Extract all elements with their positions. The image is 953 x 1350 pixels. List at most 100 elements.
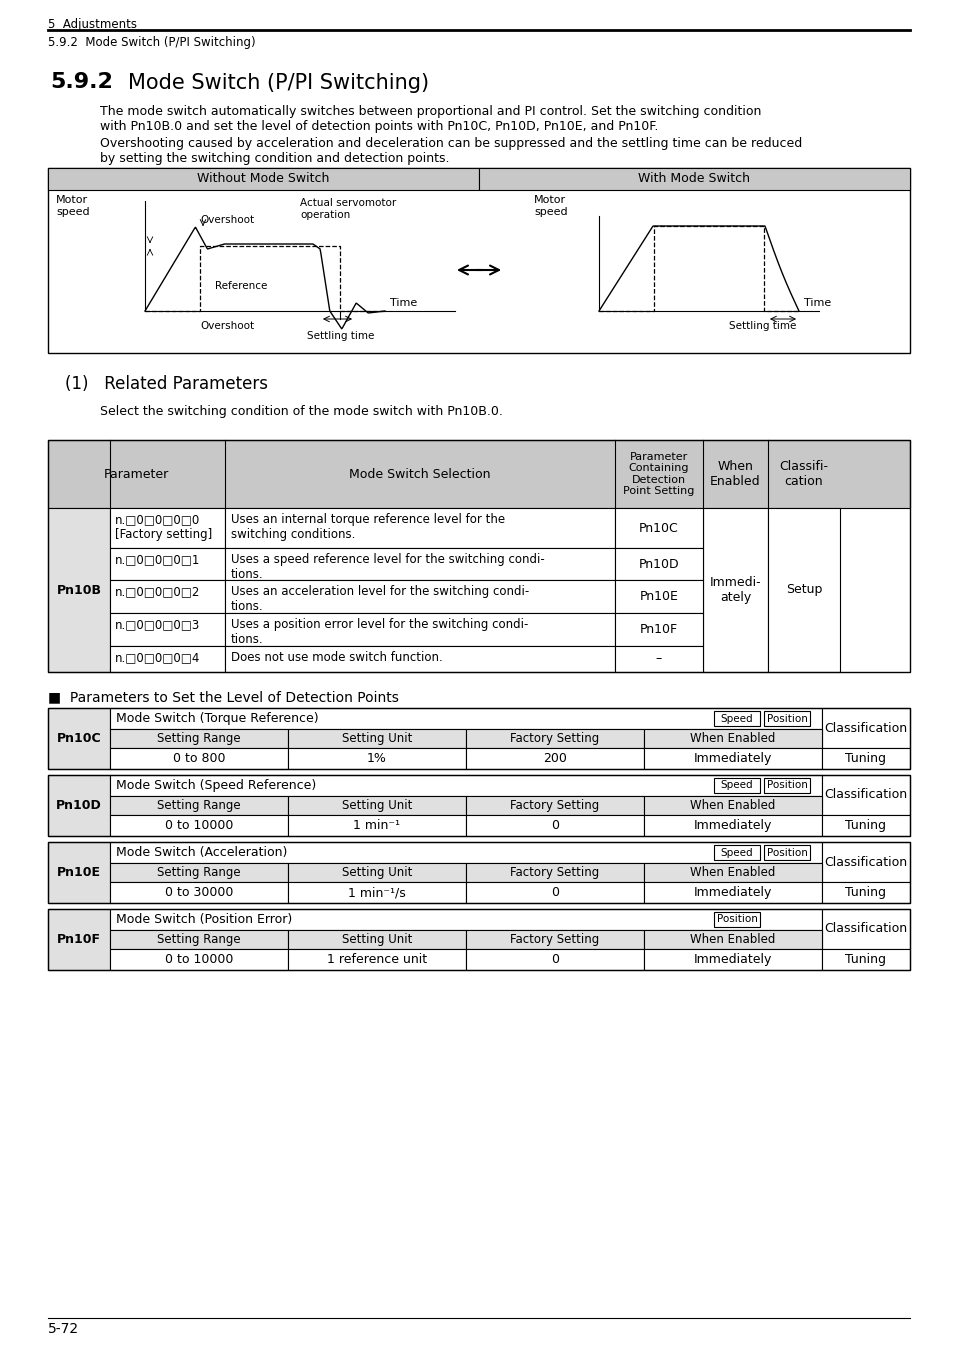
Text: Speed: Speed — [720, 714, 753, 724]
Text: Time: Time — [803, 298, 830, 308]
Bar — [821, 775, 909, 815]
Bar — [763, 778, 809, 792]
Bar — [288, 815, 465, 836]
Bar — [288, 863, 465, 882]
Bar — [821, 707, 909, 748]
Text: 1%: 1% — [367, 752, 387, 765]
Text: Immediately: Immediately — [693, 886, 771, 899]
Text: Reference: Reference — [214, 281, 267, 292]
Text: With Mode Switch: With Mode Switch — [638, 173, 749, 185]
Bar — [763, 711, 809, 726]
Bar — [465, 949, 643, 971]
Bar — [821, 909, 909, 949]
Text: Mode Switch (Acceleration): Mode Switch (Acceleration) — [116, 846, 287, 859]
Text: Position: Position — [766, 848, 806, 857]
Text: n.□0□0□0□0
[Factory setting]: n.□0□0□0□0 [Factory setting] — [115, 513, 212, 541]
Text: Setting Unit: Setting Unit — [341, 865, 412, 879]
Bar — [110, 796, 288, 815]
Bar — [465, 882, 643, 903]
Bar — [821, 882, 909, 903]
Bar — [615, 548, 702, 580]
Text: Actual servomotor
operation: Actual servomotor operation — [299, 198, 395, 220]
Text: 0 to 30000: 0 to 30000 — [165, 886, 233, 899]
Bar — [713, 913, 760, 927]
Text: Pn10E: Pn10E — [57, 865, 101, 879]
Bar — [110, 909, 821, 930]
Text: 5.9.2  Mode Switch (P/PI Switching): 5.9.2 Mode Switch (P/PI Switching) — [48, 36, 255, 49]
Text: Immediately: Immediately — [693, 953, 771, 967]
Text: 5  Adjustments: 5 Adjustments — [48, 18, 137, 31]
Text: Classification: Classification — [823, 788, 906, 802]
Bar — [478, 167, 909, 190]
Text: Setting Range: Setting Range — [157, 865, 240, 879]
Text: 0 to 10000: 0 to 10000 — [165, 819, 233, 832]
Bar — [110, 882, 288, 903]
Text: Pn10F: Pn10F — [57, 933, 101, 946]
Bar — [643, 729, 821, 748]
Text: 5-72: 5-72 — [48, 1322, 79, 1336]
Bar — [225, 613, 615, 647]
Text: Factory Setting: Factory Setting — [510, 732, 599, 745]
Text: Setting Unit: Setting Unit — [341, 933, 412, 946]
Bar — [288, 882, 465, 903]
Bar — [110, 580, 225, 613]
Bar — [288, 729, 465, 748]
Text: Parameter
Containing
Detection
Point Setting: Parameter Containing Detection Point Set… — [622, 452, 694, 497]
Text: Pn10F: Pn10F — [639, 622, 678, 636]
Bar — [48, 909, 909, 971]
Bar — [288, 949, 465, 971]
Text: Setting Range: Setting Range — [157, 732, 240, 745]
Text: n.□0□0□0□3: n.□0□0□0□3 — [115, 618, 200, 630]
Bar — [288, 796, 465, 815]
Text: When Enabled: When Enabled — [690, 799, 775, 811]
Bar — [713, 711, 760, 726]
Text: Settling time: Settling time — [728, 321, 796, 331]
Bar — [465, 863, 643, 882]
Text: Uses a position error level for the switching condi-
tions.: Uses a position error level for the swit… — [231, 618, 528, 647]
Bar — [643, 949, 821, 971]
Text: 0: 0 — [551, 886, 558, 899]
Text: ■  Parameters to Set the Level of Detection Points: ■ Parameters to Set the Level of Detecti… — [48, 690, 398, 703]
Bar — [110, 815, 288, 836]
Bar — [110, 647, 225, 672]
Text: Classifi-
cation: Classifi- cation — [779, 460, 827, 487]
Bar — [615, 580, 702, 613]
Text: Does not use mode switch function.: Does not use mode switch function. — [231, 651, 442, 664]
Text: Select the switching condition of the mode switch with Pn10B.0.: Select the switching condition of the mo… — [100, 405, 502, 418]
Bar — [225, 647, 615, 672]
Bar — [110, 775, 821, 796]
Bar — [288, 748, 465, 770]
Bar — [48, 775, 110, 836]
Text: Immediately: Immediately — [693, 752, 771, 765]
Text: Pn10C: Pn10C — [639, 521, 679, 535]
Text: 5.9.2: 5.9.2 — [50, 72, 112, 92]
Text: Tuning: Tuning — [844, 953, 885, 967]
Text: Pn10C: Pn10C — [56, 732, 101, 745]
Text: When
Enabled: When Enabled — [709, 460, 760, 487]
Text: Setup: Setup — [785, 583, 821, 597]
Text: 0 to 10000: 0 to 10000 — [165, 953, 233, 967]
Text: 1 reference unit: 1 reference unit — [327, 953, 427, 967]
Text: Uses an acceleration level for the switching condi-
tions.: Uses an acceleration level for the switc… — [231, 585, 529, 613]
Text: Position: Position — [766, 780, 806, 791]
Bar — [767, 508, 840, 672]
Text: Immedi-
ately: Immedi- ately — [709, 576, 760, 603]
Text: Tuning: Tuning — [844, 819, 885, 832]
Text: 200: 200 — [542, 752, 566, 765]
Text: 0: 0 — [551, 953, 558, 967]
Text: Setting Range: Setting Range — [157, 933, 240, 946]
Bar — [225, 580, 615, 613]
Text: Parameter: Parameter — [104, 467, 169, 481]
Text: (1)   Related Parameters: (1) Related Parameters — [65, 375, 268, 393]
Bar — [110, 949, 288, 971]
Text: Setting Unit: Setting Unit — [341, 799, 412, 811]
Text: Factory Setting: Factory Setting — [510, 799, 599, 811]
Text: Tuning: Tuning — [844, 886, 885, 899]
Bar — [643, 815, 821, 836]
Bar — [110, 508, 225, 548]
Bar — [821, 842, 909, 882]
Bar — [702, 508, 767, 672]
Text: –: – — [655, 652, 661, 666]
Text: Factory Setting: Factory Setting — [510, 865, 599, 879]
Bar — [615, 647, 702, 672]
